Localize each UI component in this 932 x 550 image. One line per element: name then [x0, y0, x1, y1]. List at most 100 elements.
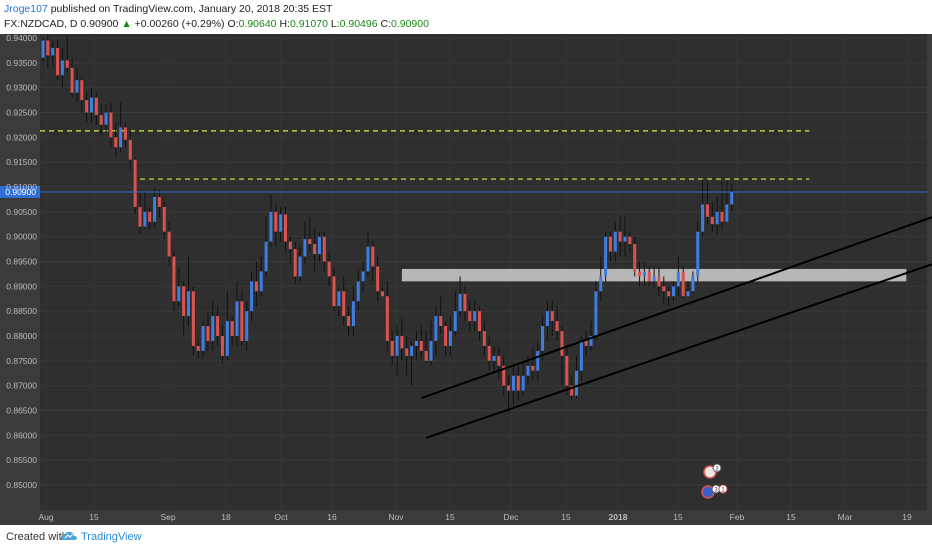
time-tick-label: Feb [730, 512, 745, 522]
author-link[interactable]: Jroge107 [4, 3, 48, 15]
candle-up [526, 365, 530, 376]
candles [41, 35, 734, 413]
time-tick-label: Mar [838, 512, 853, 522]
candle-up [41, 40, 45, 58]
close-value: 0.90900 [391, 18, 429, 30]
price-axis[interactable]: 0.94000 0.93500 0.93000 0.92500 0.92000 0.915… [6, 33, 37, 490]
candle-down [507, 385, 511, 391]
last-price-label: 0.90900 [5, 187, 36, 197]
candle-down [327, 261, 331, 277]
candle-up [730, 191, 734, 205]
candle-down [138, 206, 142, 227]
price-tick-label: 0.87000 [6, 381, 37, 391]
candle-down [240, 301, 244, 341]
time-tick-label: 15 [445, 512, 455, 522]
candle-down [400, 336, 404, 349]
price-tick-label: 0.86000 [6, 430, 37, 440]
candle-down [710, 216, 714, 225]
candle-down [182, 286, 186, 317]
candle-up [715, 211, 719, 225]
candle-up [613, 231, 617, 252]
time-tick-label: Nov [388, 512, 404, 522]
candle-up [521, 375, 525, 391]
time-tick-label: 16 [327, 512, 337, 522]
price-tick-label: 0.92000 [6, 132, 37, 142]
price-chart[interactable]: 0.90900 0.94000 0.93500 0.93000 0.92500 0.92… [0, 0, 932, 525]
time-tick-label: 19 [902, 512, 912, 522]
candle-down [468, 311, 472, 322]
candle-up [545, 311, 549, 327]
candle-down [274, 211, 278, 232]
candle-down [424, 350, 428, 361]
candle-up [686, 291, 690, 297]
candle-down [487, 345, 491, 361]
tradingview-link[interactable]: TradingView [81, 531, 142, 543]
event-count-2[interactable] [712, 463, 722, 473]
candle-down [332, 276, 336, 307]
publish-info: published on TradingView.com, January 20… [50, 3, 333, 15]
candle-down [439, 316, 443, 327]
price-tick-label: 0.86500 [6, 406, 37, 416]
price-tick-label: 0.91500 [6, 157, 37, 167]
candle-up [303, 239, 307, 257]
candle-down [381, 291, 384, 297]
candle-down [560, 331, 564, 356]
candle-up [361, 271, 365, 282]
candle-up [51, 47, 55, 56]
candle-down [405, 348, 409, 356]
candle-up [153, 196, 157, 222]
candle-up [473, 311, 477, 322]
candle-down [284, 214, 287, 242]
last-price: 0.90900 [80, 18, 119, 30]
high-value: 0.91070 [289, 18, 328, 30]
candle-up [366, 246, 370, 272]
candle-down [555, 321, 559, 332]
candle-down [80, 80, 84, 101]
tradingview-cloud-icon[interactable] [60, 529, 78, 543]
event-count-label: 2 [715, 467, 719, 473]
time-tick-label: Aug [38, 512, 53, 522]
up-arrow-icon: ▲ [121, 18, 132, 30]
candle-up [143, 211, 147, 227]
candle-down [322, 236, 326, 262]
candle-up [259, 271, 263, 292]
candle-down [308, 239, 312, 245]
time-axis[interactable]: Aug 15 Sep 18 Oct 16 Nov 15 Dec 15 2018 15 Feb 15 Mar 1… [38, 512, 912, 522]
candle-up [298, 256, 302, 277]
event-count-1[interactable] [718, 484, 728, 494]
open-label: O: [227, 18, 239, 30]
candle-down [288, 241, 292, 250]
time-tick-label: 15 [673, 512, 683, 522]
candle-down [705, 204, 709, 217]
candle-up [511, 375, 515, 391]
candle-down [376, 266, 380, 292]
event-markers[interactable]: 2 3 1 [701, 463, 728, 499]
candle-down [608, 236, 612, 252]
candle-down [628, 236, 632, 245]
price-tick-label: 0.89500 [6, 257, 37, 267]
chart-header: Jroge107 published on TradingView.com, J… [0, 0, 932, 34]
candle-down [230, 321, 234, 336]
candle-down [56, 47, 60, 76]
candle-down [584, 340, 588, 346]
candle-down [293, 249, 297, 277]
candle-down [657, 276, 661, 287]
candle-up [604, 236, 608, 277]
candle-up [725, 204, 729, 222]
candle-up [250, 281, 254, 312]
candle-down [172, 256, 176, 302]
candle-up [642, 271, 646, 277]
candle-up [623, 236, 627, 242]
candle-up [414, 340, 418, 346]
candle-up [75, 80, 79, 93]
close-label: C: [380, 18, 392, 30]
time-tick-label: 15 [89, 512, 99, 522]
footer: Created with TradingView [0, 525, 932, 550]
price-tick-label: 0.93000 [6, 83, 37, 93]
price-change: +0.00260 (+0.29%) [134, 18, 225, 30]
candle-down [148, 211, 152, 222]
candle-down [516, 375, 520, 391]
candle-down [502, 365, 506, 386]
time-tick-label: Dec [503, 512, 519, 522]
candle-up [589, 336, 593, 346]
